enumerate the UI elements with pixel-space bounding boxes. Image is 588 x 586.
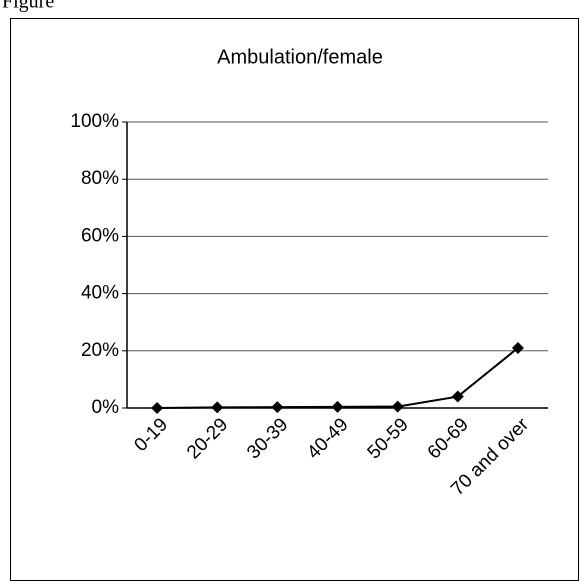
y-tick-label: 60% [81, 225, 119, 246]
chart-frame [10, 18, 579, 581]
y-tick-label: 100% [70, 111, 119, 132]
y-tick-label: 0% [92, 397, 120, 418]
marker [511, 341, 524, 354]
marker [211, 401, 224, 414]
marker [451, 390, 464, 403]
y-tick-label: 40% [81, 283, 119, 304]
y-tick-label: 80% [81, 168, 119, 189]
marker [331, 400, 344, 413]
marker [391, 400, 404, 413]
marker [151, 402, 164, 414]
figure-label: Figure [2, 0, 54, 13]
marker [271, 401, 284, 414]
chart-title: Ambulation/female [217, 46, 383, 68]
y-tick-label: 20% [81, 340, 119, 361]
